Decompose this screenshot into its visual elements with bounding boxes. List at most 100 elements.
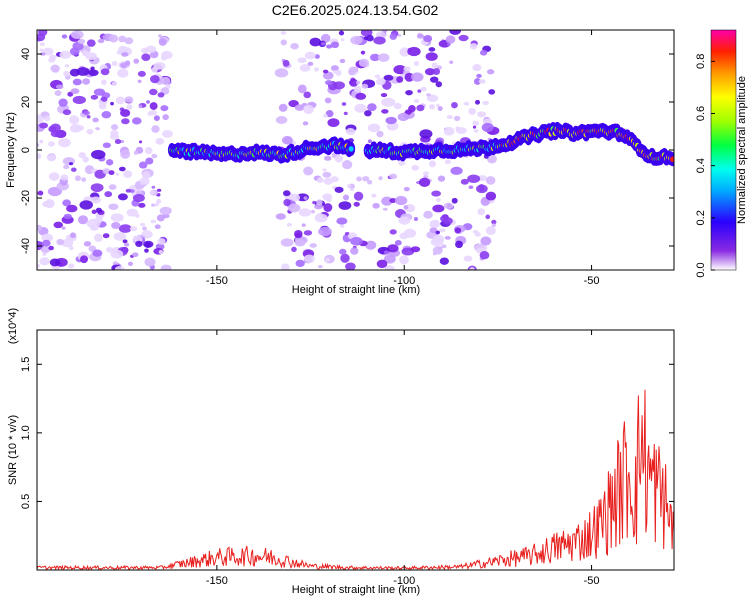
- noise-blob: [381, 196, 393, 206]
- noise-blob: [441, 244, 447, 249]
- noise-blob: [439, 257, 449, 265]
- noise-blob: [303, 91, 312, 99]
- noise-blob: [138, 140, 143, 144]
- noise-blob: [474, 78, 481, 85]
- noise-blob: [77, 38, 86, 45]
- noise-blob: [69, 47, 80, 56]
- noise-blob: [144, 248, 149, 253]
- noise-blob: [80, 255, 89, 264]
- noise-blob: [389, 229, 397, 235]
- noise-blob: [37, 114, 44, 124]
- noise-blob: [70, 167, 77, 172]
- noise-blob: [338, 201, 352, 210]
- noise-blob: [367, 103, 377, 112]
- noise-blob: [301, 223, 306, 227]
- noise-blob: [133, 150, 139, 155]
- y-tick-label: 20: [20, 96, 32, 108]
- noise-blob: [418, 177, 431, 188]
- noise-blob: [48, 57, 56, 63]
- noise-blob: [121, 118, 130, 125]
- noise-blob: [349, 78, 358, 87]
- noise-blob: [334, 154, 344, 163]
- x-tick-label: -50: [584, 275, 600, 287]
- snr-panel: -150 -100 -50 0.5 1.0 1.5 Height of straight…: [7, 308, 675, 596]
- noise-blob: [275, 116, 288, 124]
- noise-blob: [297, 84, 307, 94]
- noise-blob: [445, 35, 456, 44]
- noise-blob: [72, 78, 82, 86]
- y-tick-label: -20: [20, 190, 32, 206]
- noise-blob: [110, 213, 124, 222]
- noise-blob: [48, 245, 54, 251]
- noise-blob: [320, 33, 331, 43]
- noise-blob: [365, 240, 377, 250]
- noise-blob: [88, 69, 99, 77]
- colorbar-tick-label: 0.2: [695, 210, 707, 225]
- noise-blob: [50, 64, 60, 73]
- noise-blob: [90, 196, 101, 204]
- noise-blob: [413, 216, 419, 221]
- noise-blob: [339, 58, 346, 64]
- noise-blob: [443, 126, 455, 136]
- noise-blob: [440, 215, 449, 222]
- noise-blob: [62, 199, 72, 207]
- noise-blob: [356, 176, 362, 182]
- noise-blob: [63, 213, 72, 220]
- noise-blob: [299, 64, 311, 72]
- noise-blob: [42, 239, 51, 247]
- noise-blob: [105, 246, 114, 253]
- noise-blob: [85, 52, 97, 61]
- noise-blob: [341, 102, 347, 106]
- noise-blob: [127, 261, 134, 266]
- noise-blob: [334, 186, 344, 193]
- noise-blob: [70, 88, 80, 95]
- noise-blob: [61, 239, 74, 248]
- noise-blob: [378, 176, 383, 181]
- noise-blob: [446, 115, 453, 120]
- noise-blob: [108, 203, 119, 210]
- noise-blob: [37, 263, 41, 268]
- noise-blob: [450, 166, 463, 175]
- snr-y-multiplier: (x10^4): [7, 308, 19, 344]
- noise-blob: [383, 254, 396, 264]
- noise-blob: [485, 214, 491, 220]
- noise-blob: [449, 60, 454, 64]
- noise-blob: [105, 159, 114, 166]
- noise-blob: [162, 114, 169, 121]
- colorbar-tick-label: 0.4: [695, 158, 707, 173]
- noise-blob: [43, 115, 51, 122]
- noise-blob: [90, 94, 99, 100]
- noise-blob: [298, 208, 312, 217]
- noise-blob: [394, 195, 408, 206]
- noise-blob: [91, 149, 106, 160]
- noise-blob: [144, 257, 156, 267]
- x-tick-label: -100: [393, 575, 415, 587]
- noise-blob: [430, 219, 440, 228]
- noise-blob: [78, 152, 86, 159]
- noise-blob: [366, 34, 374, 42]
- noise-blob: [121, 52, 129, 57]
- noise-blob: [132, 252, 139, 258]
- noise-blob: [468, 107, 477, 115]
- x-tick-label: -50: [584, 575, 600, 587]
- noise-blob: [432, 246, 443, 255]
- noise-blob: [361, 83, 369, 89]
- noise-blob: [39, 48, 44, 52]
- noise-blob: [350, 247, 359, 255]
- noise-blob: [122, 239, 128, 244]
- noise-blob: [63, 70, 70, 77]
- noise-blob: [151, 153, 158, 159]
- noise-blob: [160, 105, 169, 112]
- noise-blob: [110, 101, 114, 106]
- noise-blob: [324, 97, 332, 104]
- colorbar-tick-label: 0.6: [695, 106, 707, 121]
- noise-blob: [114, 265, 125, 270]
- noise-blob: [133, 58, 140, 64]
- noise-blob: [70, 232, 76, 239]
- noise-blob: [381, 109, 389, 114]
- noise-blob: [345, 128, 356, 136]
- colorbar-label: Normalized spectral amplitude: [736, 76, 748, 224]
- noise-blob: [125, 188, 131, 193]
- noise-blob: [419, 129, 433, 139]
